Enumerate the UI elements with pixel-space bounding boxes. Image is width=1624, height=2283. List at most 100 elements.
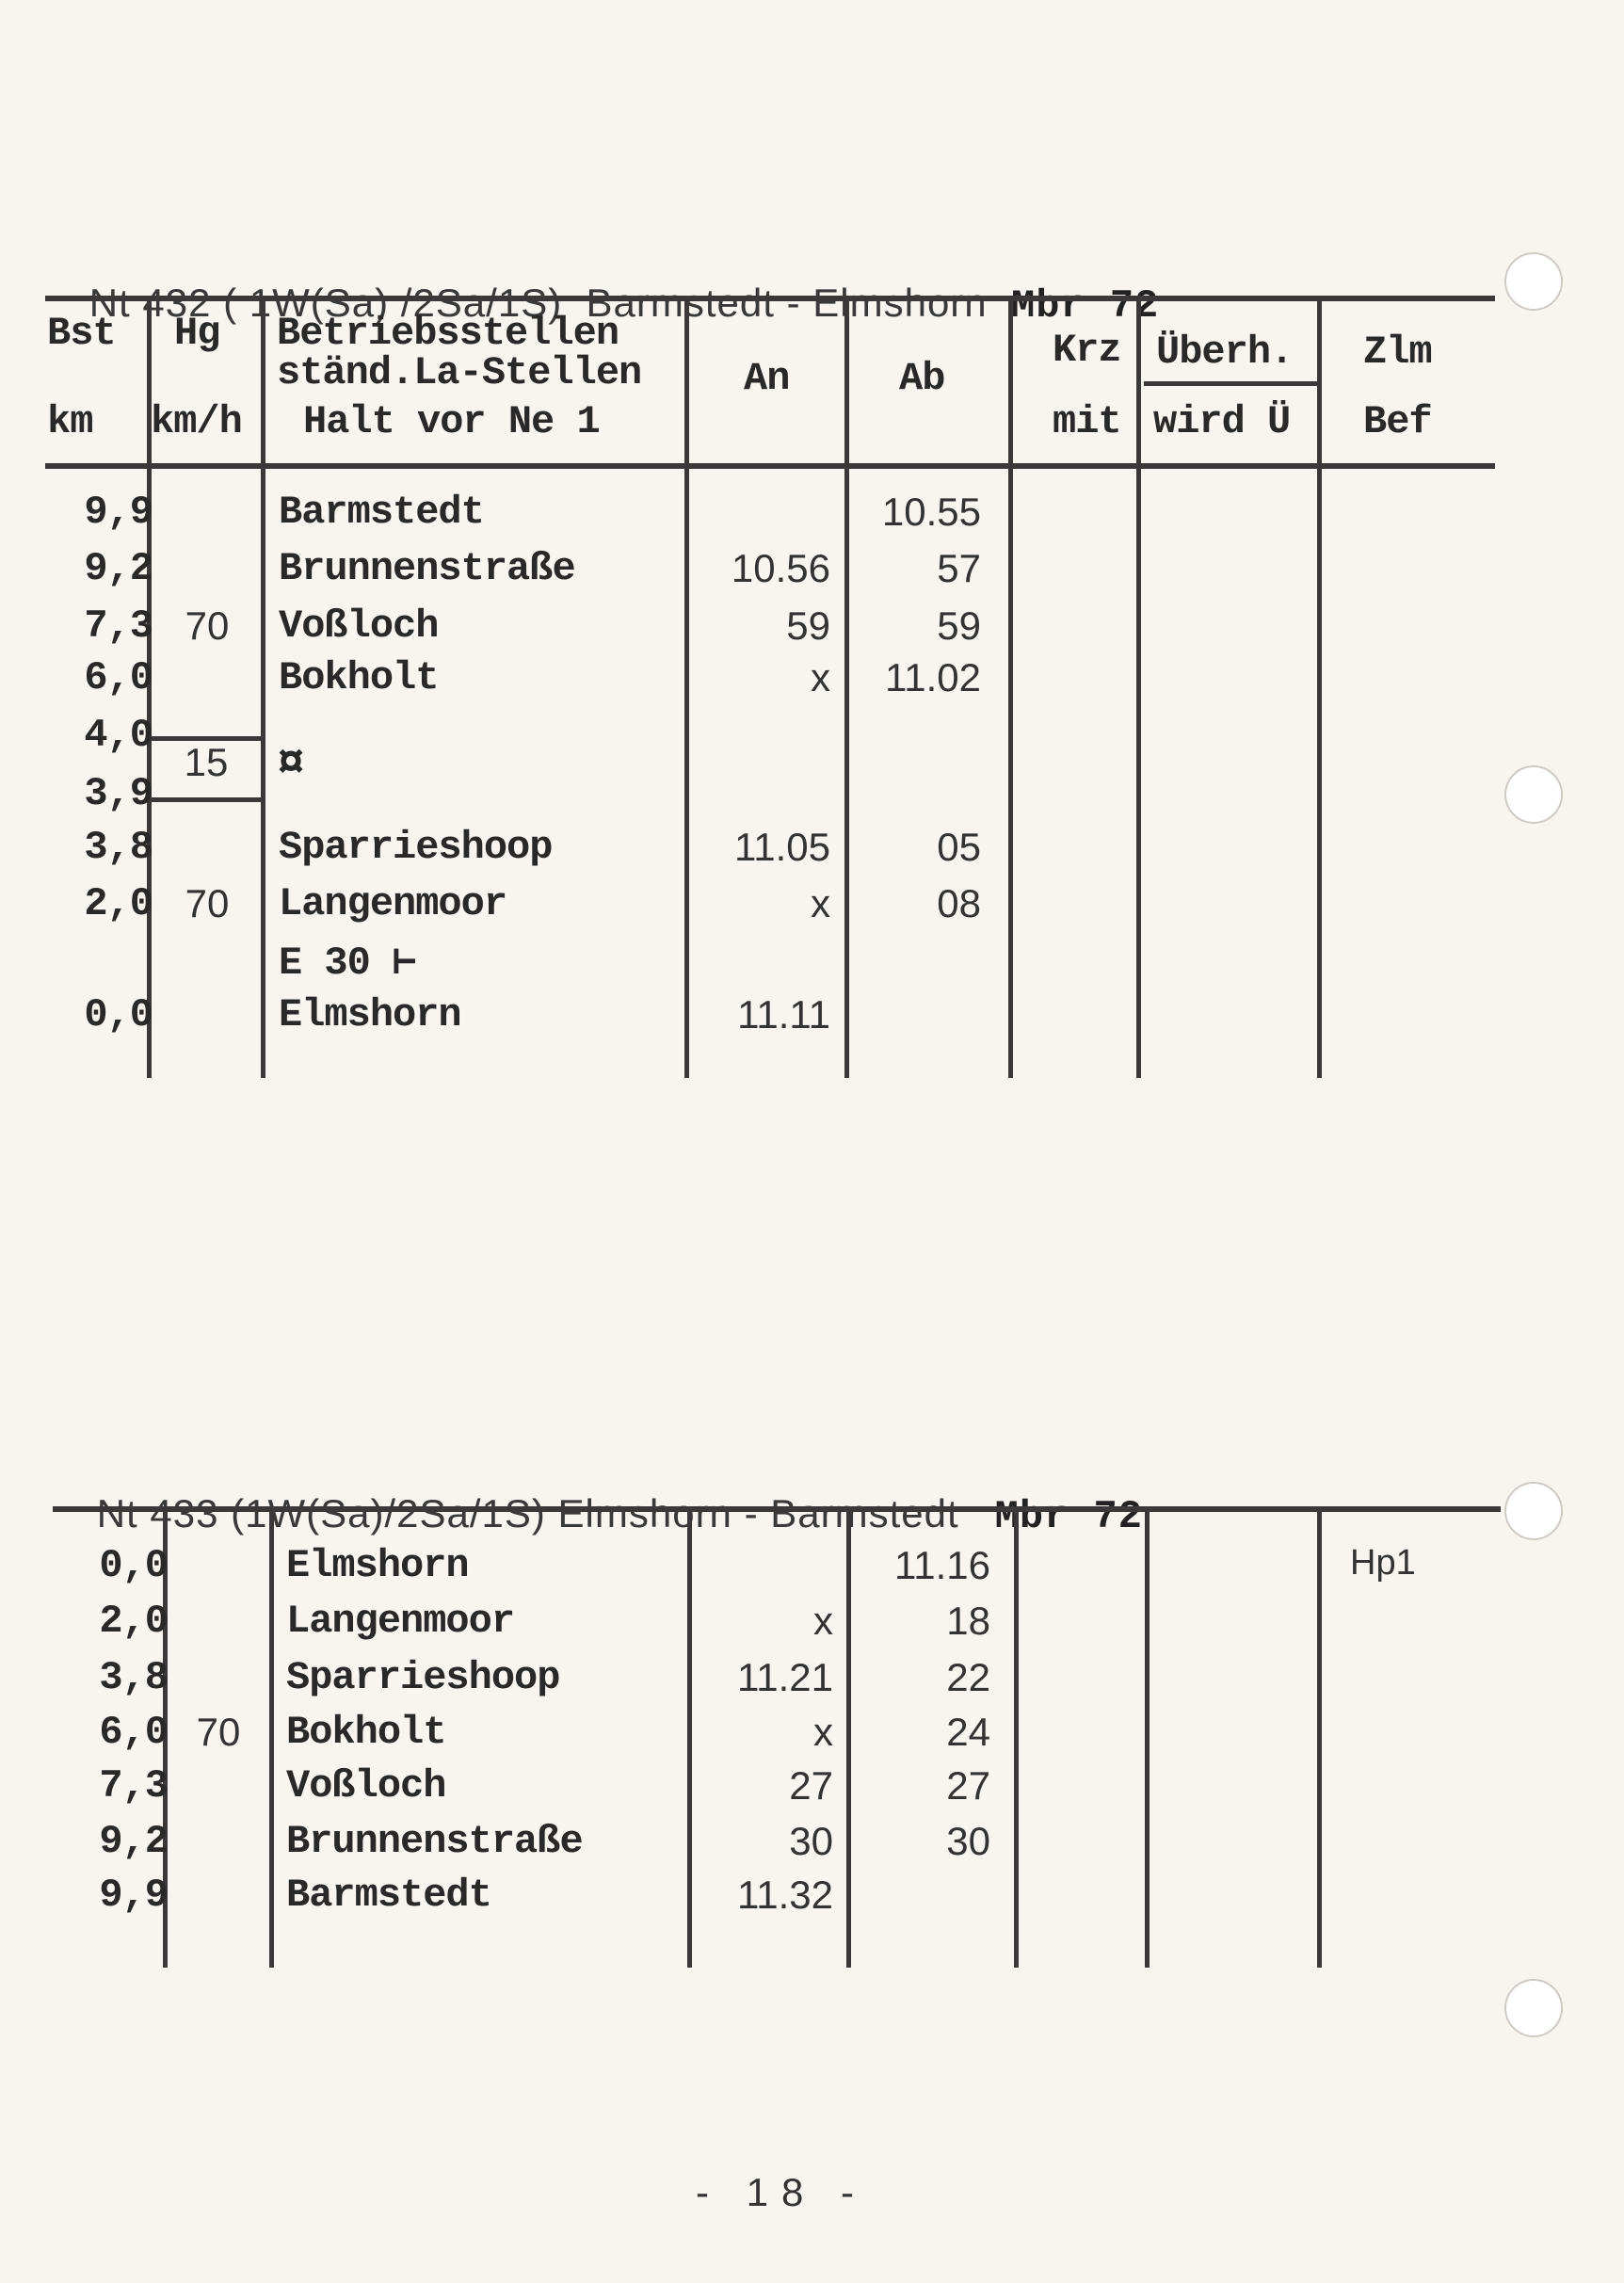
departure-cell: 11.16 [894,1543,990,1587]
zlm-cell: Hp1 [1350,1543,1416,1583]
punch-hole [1504,252,1563,311]
column-divider [687,1509,692,1968]
arrival-cell: 10.56 [731,546,830,590]
column-divider [1014,1509,1019,1968]
header-wird: wird Ü [1153,399,1291,444]
station-name: Brunnenstraße [286,1819,584,1864]
station-name: Bokholt [286,1710,446,1755]
header-kmh: km/h [151,399,243,444]
speed-restriction-value: 15 [184,740,229,784]
km-cell: 2,0 [99,1599,169,1644]
header-betriebsstellen: Betriebsstellen [277,311,619,356]
punch-hole [1504,1482,1563,1540]
restriction-symbol-icon: ¤ [277,738,305,792]
header-an: An [744,356,790,401]
station-name: Elmshorn [279,992,462,1037]
arrival-cell: 27 [789,1763,833,1808]
top-rule [53,1506,1501,1512]
km-cell: 9,9 [99,1873,169,1918]
km-cell: 3,8 [84,825,153,870]
title-bold: Mbr 72 [994,1494,1143,1539]
title-bold: Mbr 72 [1011,283,1160,329]
station-name: Voßloch [279,603,439,649]
header-hg: Hg [174,311,220,356]
column-divider [684,298,689,1078]
arrival-cell: x [813,1710,833,1754]
column-divider [1136,298,1141,1078]
arrival-cell: 30 [789,1819,833,1863]
departure-cell: 59 [937,603,981,648]
column-divider [1145,1509,1150,1968]
header-ueberh: Überh. [1156,330,1294,375]
punch-hole [1504,765,1563,824]
station-name: Barmstedt [279,490,485,535]
km-cell: 7,3 [99,1763,169,1809]
station-name: Sparrieshoop [286,1655,560,1700]
departure-cell: 05 [937,825,981,869]
header-krz: Krz [1053,328,1122,373]
arrival-cell: 11.11 [737,992,830,1037]
header-ab: Ab [899,356,945,401]
km-cell: 3,9 [84,771,153,816]
arrival-cell: 59 [786,603,830,648]
station-name: Bokholt [279,655,439,700]
arrival-cell: x [813,1599,833,1643]
departure-cell: 08 [937,881,981,925]
arrival-cell: 11.32 [737,1873,833,1917]
departure-cell: 30 [946,1819,990,1863]
km-cell: 9,2 [99,1819,169,1864]
column-divider [147,298,152,1078]
arrival-cell: 11.05 [734,825,830,869]
arrival-cell: x [811,881,830,925]
km-cell: 9,2 [84,546,153,591]
header-bef: Bef [1363,399,1433,444]
header-zlm: Zlm [1363,330,1433,375]
top-rule [45,296,1495,301]
page-number: - 18 - [695,2170,868,2214]
km-cell: 0,0 [99,1543,169,1588]
km-cell: 0,0 [84,992,153,1037]
km-cell: 2,0 [84,881,153,926]
column-divider [163,1509,168,1968]
km-cell: 6,0 [99,1710,169,1755]
arrival-cell: 11.21 [737,1655,833,1699]
speed-cell: 70 [196,1710,241,1754]
header-rule [45,463,1495,469]
speed-restriction-box [149,736,264,802]
header-halt: Halt vor Ne 1 [303,399,601,444]
station-name: Brunnenstraße [279,546,576,591]
station-name: Voßloch [286,1763,446,1809]
km-cell: 6,0 [84,655,153,700]
departure-cell: 57 [937,546,981,590]
station-name: Elmshorn [286,1543,470,1588]
station-name: E 30 ⊢ [279,941,416,986]
station-name: Langenmoor [286,1599,515,1644]
ueberh-rule [1144,381,1319,386]
speed-cell: 70 [185,881,230,925]
column-divider [261,298,265,1078]
header-mit: mit [1053,399,1122,444]
column-divider [846,1509,851,1968]
km-cell: 4,0 [84,713,153,758]
column-divider [1008,298,1013,1078]
column-divider [269,1509,274,1968]
arrival-cell: x [811,655,830,699]
header-km: km [47,399,93,444]
departure-cell: 18 [946,1599,990,1643]
speed-cell: 70 [185,603,230,648]
header-la-stellen: ständ.La-Stellen [277,350,642,395]
punch-hole [1504,1979,1563,2037]
station-name: Sparrieshoop [279,825,553,870]
table-title: Nt 433 (1W(Sa)/2Sa/1S) Elmshorn - Barmst… [49,1446,1143,1584]
departure-cell: 27 [946,1763,990,1808]
km-cell: 7,3 [84,603,153,649]
column-divider [1317,298,1322,1078]
departure-cell: 10.55 [881,490,981,534]
column-divider [844,298,849,1078]
departure-cell: 11.02 [885,655,981,699]
km-cell: 9,9 [84,490,153,535]
km-cell: 3,8 [99,1655,169,1700]
departure-cell: 24 [946,1710,990,1754]
station-name: Langenmoor [279,881,507,926]
header-bst: Bst [47,311,117,356]
